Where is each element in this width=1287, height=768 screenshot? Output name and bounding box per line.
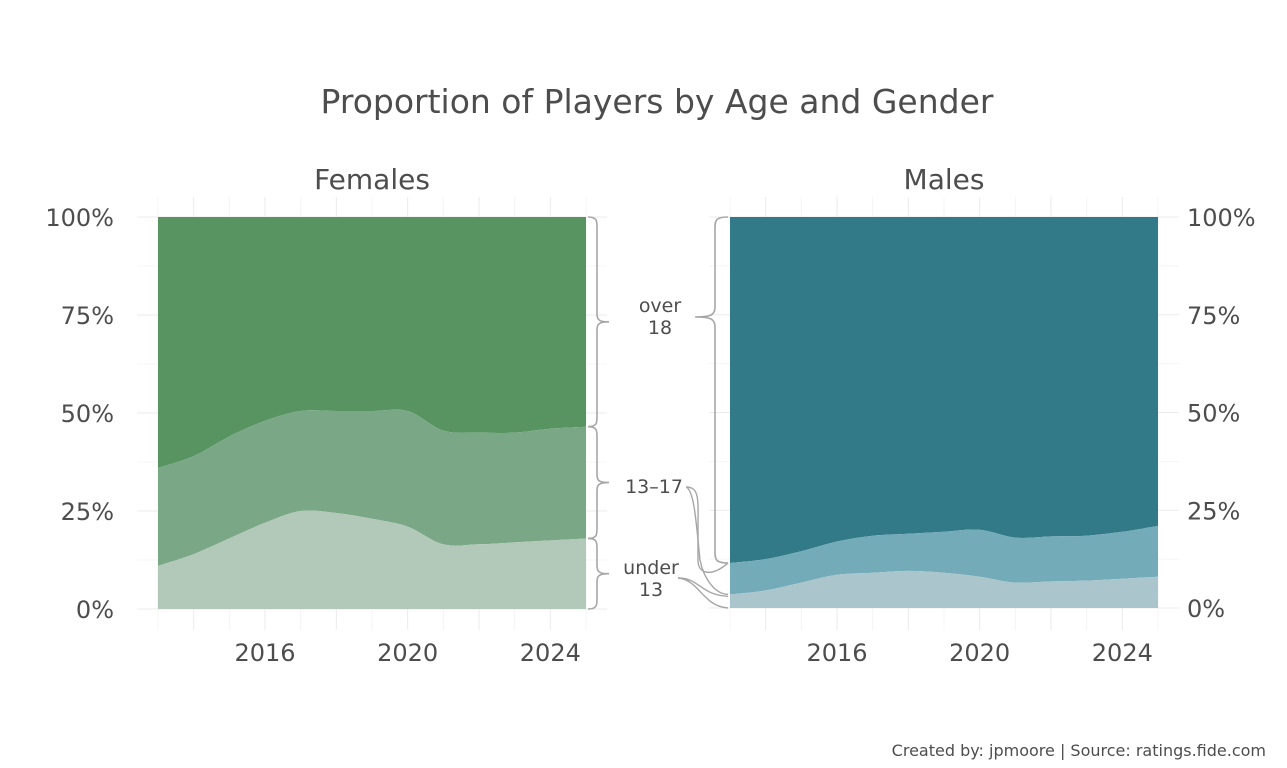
area-over-18 [730, 217, 1158, 563]
females-panel: Females 0% 25% 50% 75% 100% 2016 2020 2024 [45, 163, 607, 667]
y-tick-label: 75% [61, 302, 114, 330]
x-tick-label: 2016 [806, 639, 867, 667]
x-tick-label: 2020 [377, 639, 438, 667]
y-tick-label: 0% [76, 596, 114, 624]
area-under-13 [158, 510, 586, 609]
y-tick-label: 100% [45, 204, 114, 232]
leader-male-under-13-lower [677, 577, 729, 609]
label-under-13-line2: 13 [639, 579, 663, 601]
label-over-18-line1: over [639, 295, 682, 317]
facet-title-females: Females [314, 163, 430, 196]
facet-title-males: Males [904, 163, 985, 196]
leader-male-13-17-lower [685, 486, 729, 596]
males-panel: Males 0% 25% 50% 75% 100% 2016 2020 2024 [709, 163, 1256, 667]
bracket-female-13-17 [587, 425, 610, 540]
label-13-17: 13–17 [625, 476, 683, 498]
x-tick-label: 2024 [1092, 639, 1153, 667]
label-under-13-line1: under [623, 557, 679, 579]
y-tick-label: 25% [61, 498, 114, 526]
area-under-13 [730, 570, 1158, 608]
x-tick-label: 2016 [234, 639, 295, 667]
y-tick-label: 50% [1187, 400, 1240, 428]
label-over-18-line2: 18 [648, 317, 672, 339]
area-13-17 [158, 409, 586, 566]
source-caption: Created by: jpmoore | Source: ratings.fi… [892, 741, 1266, 760]
y-tick-label: 75% [1187, 302, 1240, 330]
area-over-18 [158, 217, 586, 468]
bracket-female-under-13 [587, 537, 610, 610]
y-tick-label: 50% [61, 400, 114, 428]
bracket-female-over-18 [587, 216, 610, 428]
x-tick-label: 2024 [520, 639, 581, 667]
y-tick-label: 100% [1187, 204, 1256, 232]
y-tick-label: 25% [1187, 497, 1240, 525]
area-13-17 [730, 525, 1158, 595]
chart-title: Proportion of Players by Age and Gender [321, 82, 994, 121]
bracket-male-over-18 [694, 216, 729, 564]
y-tick-label: 0% [1187, 595, 1225, 623]
x-tick-label: 2020 [949, 639, 1010, 667]
